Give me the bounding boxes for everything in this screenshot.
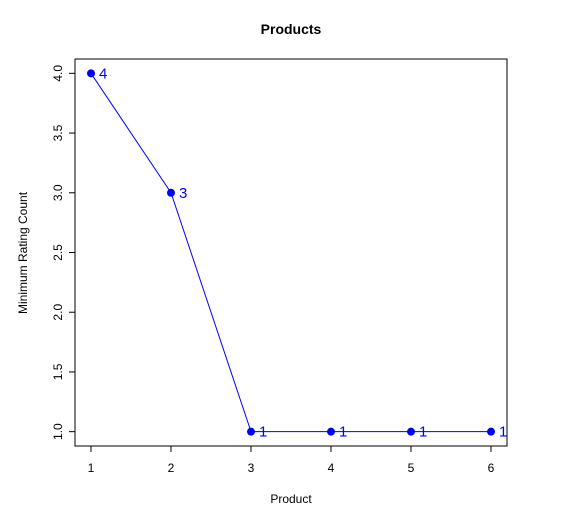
plot-frame bbox=[74, 58, 508, 447]
x-axis: 1 2 3 4 5 6 bbox=[88, 445, 495, 475]
y-axis: 1.0 1.5 2.0 2.5 3.0 3.5 4.0 bbox=[51, 65, 76, 440]
x-tick-label: 4 bbox=[328, 461, 335, 475]
x-tick-label: 1 bbox=[88, 461, 95, 475]
y-tick-label: 2.5 bbox=[51, 244, 65, 261]
data-point bbox=[407, 427, 415, 436]
data-label: 3 bbox=[179, 185, 187, 202]
x-axis-label: Product bbox=[270, 492, 312, 506]
x-tick-label: 5 bbox=[408, 461, 415, 475]
y-tick-label: 2.0 bbox=[51, 304, 65, 321]
x-tick-label: 6 bbox=[488, 461, 495, 475]
y-tick-label: 1.0 bbox=[51, 423, 65, 440]
data-point bbox=[487, 427, 495, 436]
chart-title: Products bbox=[261, 21, 322, 37]
data-label: 1 bbox=[419, 424, 427, 441]
data-label: 1 bbox=[259, 424, 267, 441]
y-axis-label: Minimum Rating Count bbox=[16, 191, 30, 314]
y-tick-label: 3.5 bbox=[51, 124, 65, 141]
x-tick-label: 2 bbox=[168, 461, 175, 475]
y-tick-label: 1.5 bbox=[51, 363, 65, 380]
data-point bbox=[327, 427, 335, 436]
y-tick-label: 3.0 bbox=[51, 184, 65, 201]
data-point bbox=[87, 69, 95, 78]
series-line bbox=[90, 73, 491, 433]
data-point bbox=[247, 427, 255, 436]
data-point bbox=[167, 188, 175, 197]
data-series: 4 3 1 1 1 1 bbox=[87, 65, 507, 441]
x-tick-label: 3 bbox=[248, 461, 255, 475]
data-label: 1 bbox=[339, 424, 347, 441]
y-tick-label: 4.0 bbox=[51, 65, 65, 82]
data-label: 4 bbox=[99, 65, 107, 82]
data-label: 1 bbox=[499, 424, 507, 441]
